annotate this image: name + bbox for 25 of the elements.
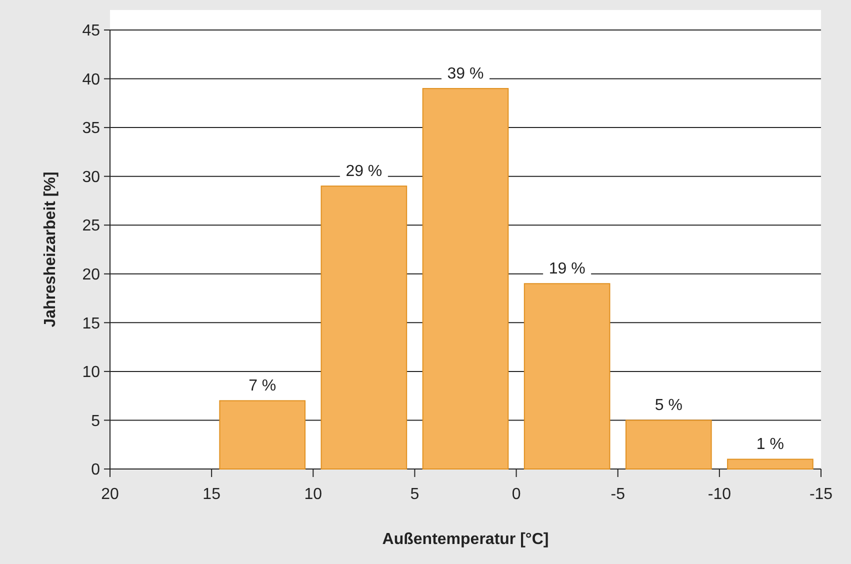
y-tick-label: 25 — [82, 218, 100, 235]
x-tick-label: -15 — [809, 486, 833, 503]
data-label: 29 % — [346, 163, 382, 180]
data-label: 39 % — [447, 66, 484, 83]
x-tick-label: 15 — [202, 486, 221, 503]
data-label: 19 % — [548, 260, 586, 278]
y-tick-label: 20 — [82, 266, 100, 284]
y-tick-label: 40 — [82, 71, 100, 88]
y-tick-label: 45 — [82, 22, 100, 40]
y-axis-title: Jahresheizarbeit [%] — [42, 172, 59, 328]
y-tick-label: 0 — [91, 462, 100, 479]
x-tick-label: 0 — [512, 486, 521, 503]
x-tick-label: -5 — [610, 486, 626, 503]
x-tick-label: 10 — [304, 486, 322, 503]
x-tick-label: 5 — [410, 486, 420, 503]
y-tick-label: 30 — [82, 168, 100, 186]
y-tick-label: 10 — [82, 364, 100, 382]
data-label: 5 % — [654, 397, 682, 414]
y-tick-label: 5 — [91, 412, 100, 430]
y-tick-label: 15 — [82, 315, 100, 332]
data-label: 7 % — [248, 378, 276, 395]
y-tick-label: 35 — [82, 120, 100, 138]
x-axis-title: Außentemperatur [°C] — [382, 531, 549, 548]
x-tick-label: -10 — [708, 486, 732, 503]
data-label: 1 % — [756, 436, 784, 454]
